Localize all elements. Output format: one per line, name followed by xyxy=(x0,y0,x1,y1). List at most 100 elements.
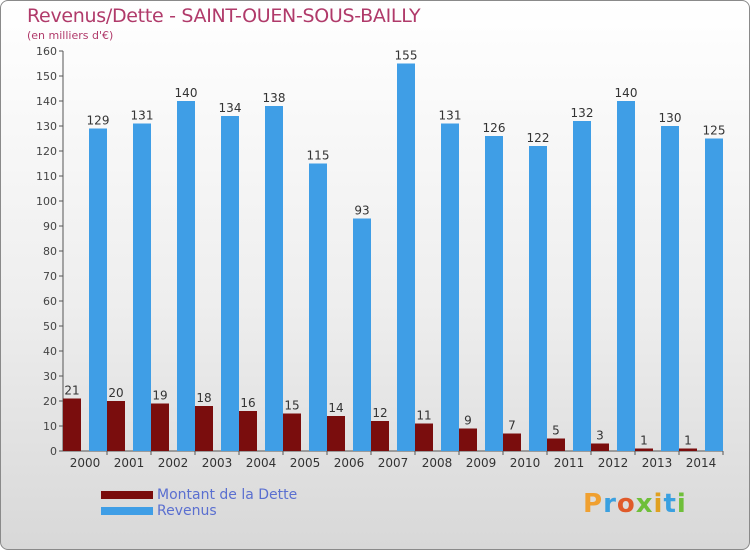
data-label-dette: 1 xyxy=(640,434,648,448)
bar-revenus xyxy=(529,146,547,451)
bar-dette xyxy=(415,423,433,451)
bar-revenus xyxy=(221,116,239,451)
data-label-revenus: 134 xyxy=(219,101,242,115)
bar-revenus xyxy=(441,123,459,451)
logo-letter: t xyxy=(663,489,677,519)
proxiti-logo: Proxiti xyxy=(583,489,687,519)
data-label-revenus: 122 xyxy=(527,131,550,145)
y-tick-label: 110 xyxy=(36,170,57,183)
bar-revenus xyxy=(265,106,283,451)
bar-revenus xyxy=(89,128,107,451)
data-label-revenus: 140 xyxy=(175,86,198,100)
bar-revenus xyxy=(617,101,635,451)
y-tick-label: 0 xyxy=(50,445,57,458)
y-tick-label: 40 xyxy=(43,345,57,358)
data-label-revenus: 140 xyxy=(615,86,638,100)
bar-revenus xyxy=(705,138,723,451)
bar-dette xyxy=(283,413,301,451)
bar-dette xyxy=(327,416,345,451)
legend-swatch-revenus xyxy=(101,507,153,515)
data-label-dette: 15 xyxy=(284,399,299,413)
data-label-revenus: 131 xyxy=(439,109,462,123)
x-tick-label: 2008 xyxy=(422,456,453,470)
data-label-dette: 18 xyxy=(196,391,211,405)
logo-letter: i xyxy=(653,489,664,519)
y-tick-label: 100 xyxy=(36,195,57,208)
legend-label-dette: Montant de la Dette xyxy=(157,487,298,503)
chart-subtitle: (en milliers d'€) xyxy=(27,29,114,42)
x-tick-label: 2010 xyxy=(510,456,541,470)
bar-revenus xyxy=(353,218,371,451)
y-tick-label: 130 xyxy=(36,120,57,133)
logo-letter: r xyxy=(603,489,617,519)
x-tick-label: 2004 xyxy=(246,456,277,470)
y-tick-label: 120 xyxy=(36,145,57,158)
bar-dette xyxy=(547,438,565,451)
x-tick-label: 2013 xyxy=(642,456,673,470)
x-tick-label: 2014 xyxy=(686,456,717,470)
y-tick-label: 140 xyxy=(36,95,57,108)
data-label-dette: 3 xyxy=(596,429,604,443)
bar-dette xyxy=(195,406,213,451)
y-tick-label: 150 xyxy=(36,70,57,83)
bar-revenus xyxy=(573,121,591,451)
x-tick-label: 2005 xyxy=(290,456,321,470)
bar-dette xyxy=(107,401,125,451)
x-tick-label: 2007 xyxy=(378,456,409,470)
y-tick-label: 60 xyxy=(43,295,57,308)
data-label-revenus: 132 xyxy=(571,106,594,120)
bar-revenus xyxy=(133,123,151,451)
data-label-dette: 20 xyxy=(108,386,123,400)
bar-dette xyxy=(635,448,653,451)
data-label-revenus: 93 xyxy=(354,204,369,218)
data-label-dette: 9 xyxy=(464,414,472,428)
bar-revenus xyxy=(397,63,415,451)
logo-letter: x xyxy=(635,489,654,519)
bar-dette xyxy=(679,448,697,451)
x-tick-label: 2000 xyxy=(70,456,101,470)
data-label-dette: 21 xyxy=(64,384,79,398)
bar-dette xyxy=(151,403,169,451)
data-label-dette: 16 xyxy=(240,396,255,410)
bar-revenus xyxy=(309,163,327,451)
x-tick-label: 2012 xyxy=(598,456,629,470)
y-tick-label: 20 xyxy=(43,395,57,408)
data-label-revenus: 138 xyxy=(263,91,286,105)
bar-dette xyxy=(503,433,521,451)
data-label-revenus: 126 xyxy=(483,121,506,135)
legend-swatch-dette xyxy=(101,491,153,499)
y-tick-label: 80 xyxy=(43,245,57,258)
logo-letter: o xyxy=(616,489,636,519)
logo-letter: i xyxy=(676,489,687,519)
x-tick-label: 2001 xyxy=(114,456,145,470)
y-tick-label: 30 xyxy=(43,370,57,383)
y-tick-label: 10 xyxy=(43,420,57,433)
x-tick-label: 2002 xyxy=(158,456,189,470)
bar-dette xyxy=(239,411,257,451)
data-label-dette: 14 xyxy=(328,401,343,415)
bar-dette xyxy=(371,421,389,451)
bar-revenus xyxy=(661,126,679,451)
data-label-dette: 5 xyxy=(552,424,560,438)
bar-revenus xyxy=(177,101,195,451)
bar-revenus xyxy=(485,136,503,451)
legend-label-revenus: Revenus xyxy=(157,503,217,519)
data-label-dette: 19 xyxy=(152,389,167,403)
logo-letter: P xyxy=(583,489,604,519)
x-tick-label: 2009 xyxy=(466,456,497,470)
data-label-revenus: 115 xyxy=(307,149,330,163)
x-tick-label: 2003 xyxy=(202,456,233,470)
data-label-revenus: 125 xyxy=(703,124,726,138)
data-label-revenus: 129 xyxy=(87,114,110,128)
y-tick-label: 90 xyxy=(43,220,57,233)
bar-dette xyxy=(591,443,609,451)
y-tick-label: 70 xyxy=(43,270,57,283)
x-tick-label: 2011 xyxy=(554,456,585,470)
x-tick-label: 2006 xyxy=(334,456,365,470)
chart-title: Revenus/Dette - SAINT-OUEN-SOUS-BAILLY xyxy=(27,5,421,27)
data-label-revenus: 131 xyxy=(131,109,154,123)
data-label-dette: 12 xyxy=(372,406,387,420)
data-label-revenus: 155 xyxy=(395,49,418,63)
data-label-dette: 7 xyxy=(508,419,516,433)
